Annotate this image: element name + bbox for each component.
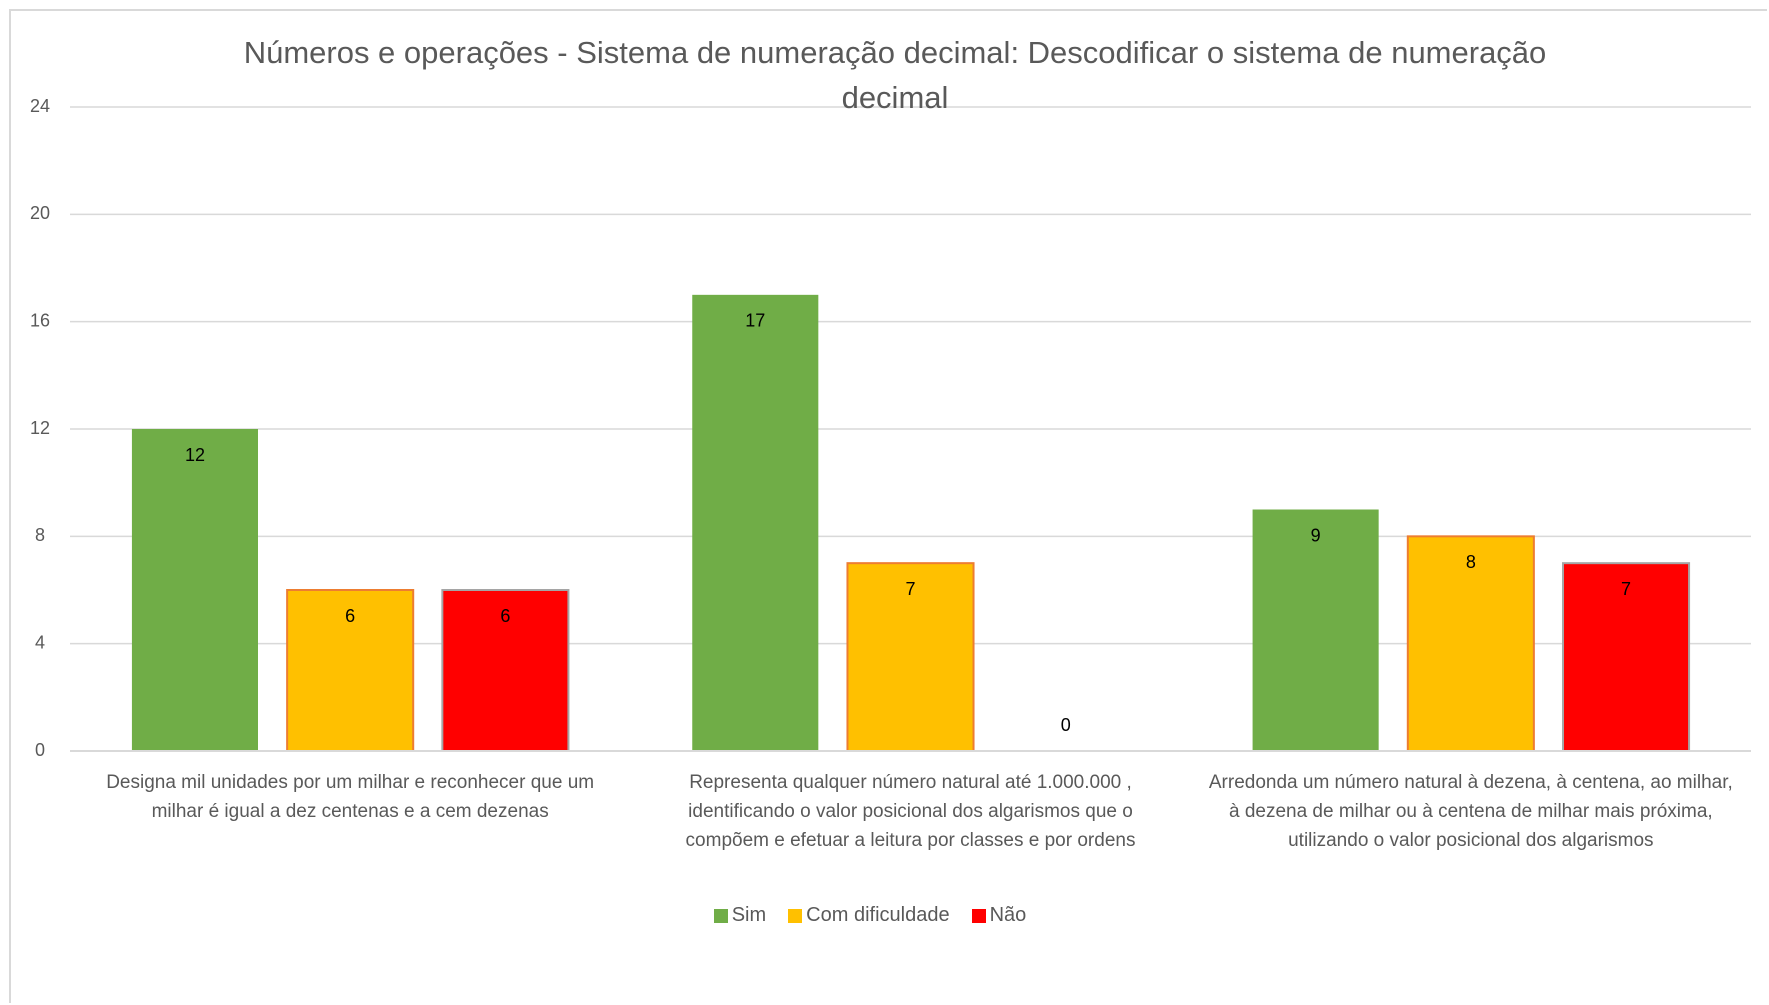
data-label: 12 (185, 445, 205, 465)
data-label: 9 (1311, 525, 1321, 545)
y-tick-label: 16 (30, 310, 50, 330)
chart-title: Números e operações - Sistema de numeraç… (243, 35, 1547, 115)
legend-swatch (971, 908, 986, 923)
legend-label: Não (989, 904, 1027, 926)
y-tick-label: 8 (35, 525, 45, 545)
data-label: 6 (500, 606, 510, 626)
legend-item: Com dificuldade (788, 904, 950, 927)
y-tick-label: 4 (35, 632, 45, 652)
data-label: 7 (905, 579, 915, 599)
chart-frame (9, 9, 1767, 1003)
data-label: 0 (1061, 715, 1071, 735)
legend: Sim Com dificuldade Não (0, 904, 1740, 927)
bar (846, 562, 975, 753)
y-tick-label: 24 (30, 96, 50, 116)
bar (286, 589, 415, 752)
bar (131, 429, 258, 751)
data-label: 8 (1466, 552, 1476, 572)
y-tick-label: 12 (30, 418, 50, 438)
x-tick-label: Designa mil unidades por um milhar e rec… (106, 772, 595, 822)
bar (1252, 509, 1379, 751)
data-label: 7 (1621, 579, 1631, 599)
x-tick-label: Arredonda um número natural à dezena, à … (1208, 772, 1733, 851)
bar (1406, 535, 1535, 752)
x-tick-label: Representa qualquer número natural até 1… (685, 772, 1136, 851)
y-tick-label: 0 (35, 740, 45, 760)
data-label: 17 (745, 311, 765, 331)
data-label: 6 (345, 606, 355, 626)
legend-label: Sim (731, 904, 767, 926)
legend-item: Não (971, 904, 1027, 927)
bar (1562, 562, 1691, 753)
legend-label: Com dificuldade (806, 904, 950, 926)
bar (692, 294, 819, 751)
legend-item: Sim (713, 904, 767, 927)
legend-swatch (713, 908, 728, 923)
legend-swatch (788, 908, 803, 923)
y-tick-label: 20 (30, 203, 50, 223)
